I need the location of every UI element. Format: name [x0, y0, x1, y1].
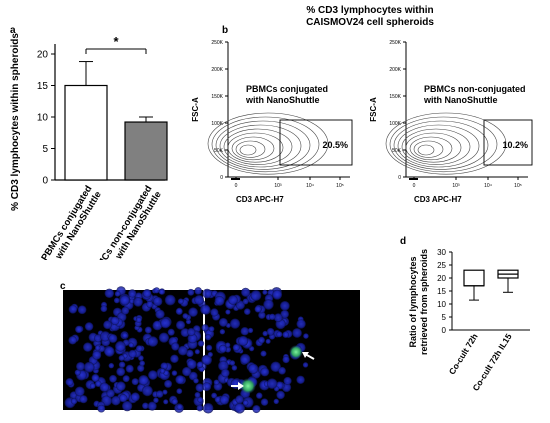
arrow-icon — [302, 352, 315, 360]
panel-d-ytick-label: 0 — [442, 326, 447, 335]
cd3-positive-cell — [240, 378, 256, 394]
flow-plot-ylabel: FSC-A — [369, 97, 378, 122]
panel-c-microscopy — [63, 286, 360, 414]
panel-a-ytick-label: 5 — [42, 144, 48, 155]
flow-plot-xtick-label: 10³ — [452, 183, 460, 189]
box-plot — [463, 269, 485, 301]
flow-plot-ytick-label: 0 — [398, 175, 401, 181]
flow-plot-ytick-label: 100K — [211, 121, 223, 127]
panel-b-flow-plots: 250K 200K 150K 100K 50K 0 0 10³ 10⁴ 10⁵ 20.5% PBMCs… — [191, 40, 533, 204]
gate-box — [483, 119, 533, 166]
panel-d-ylabel-line1: Ratio of lymphocytes — [408, 256, 418, 347]
panel-c-letter: c — [60, 281, 66, 292]
flow-plot-xtick-label: 10⁴ — [484, 183, 492, 189]
flow-plot-xlabel: CD3 APC-H7 — [236, 195, 284, 204]
panel-d-ytick-label: 25 — [437, 261, 446, 270]
gate-percentage: 10.2% — [502, 140, 528, 150]
panel-d-ytick-label: 15 — [437, 287, 446, 296]
flow-plot-xtick-label: 10⁴ — [306, 183, 314, 189]
panel-b-title: % CD3 lymphocytes within CAISMOV24 cell … — [265, 5, 475, 29]
panel-a-bar — [64, 84, 108, 181]
flow-plot-xtick-label: 0 — [413, 183, 416, 189]
flow-plot-xtick-label: 0 — [235, 183, 238, 189]
flow-plot-ytick-label: 50K — [392, 148, 402, 154]
flow-plot-sample-label-line1: PBMCs non-conjugated — [424, 84, 526, 94]
panel-d-xtick-label: Co-cult 72h — [447, 332, 480, 377]
panel-d-ytick-label: 5 — [442, 313, 447, 322]
flow-plot-ylabel: FSC-A — [191, 97, 200, 122]
box-plot — [497, 269, 519, 293]
panel-b-letter: b — [222, 25, 229, 36]
flow-plot-ytick-label: 200K — [211, 67, 223, 73]
flow-plot-ytick-label: 250K — [211, 40, 223, 46]
flow-plot: 250K 200K 150K 100K 50K 0 0 10³ 10⁴ 10⁵ 10.2% PBMCs… — [369, 40, 533, 204]
panel-d-ylabel-line2: retrieved from spheroids — [419, 249, 429, 355]
panel-b-title-line2: CAISMOV24 cell spheroids — [306, 17, 434, 28]
panel-a-bar — [124, 121, 168, 181]
panel-a-ytick-label: 0 — [42, 176, 48, 187]
panel-d-ytick-label: 30 — [437, 248, 446, 257]
panel-a-ylabel: % CD3 lymphocytes within spheroids — [10, 33, 21, 211]
flow-plot-xtick-label: 10³ — [274, 183, 282, 189]
panel-d-ytick-label: 20 — [437, 274, 446, 283]
flow-contour — [207, 112, 329, 175]
flow-plot-sample-label-line2: with NanoShuttle — [245, 95, 320, 105]
flow-plot-ytick-label: 50K — [214, 148, 224, 154]
cd3-positive-cell — [289, 345, 303, 359]
cell-cluster-right — [200, 287, 309, 414]
panel-d-chart: Ratio of lymphocytes retrieved from sphe… — [408, 248, 530, 393]
flow-plot-ytick-label: 100K — [389, 121, 401, 127]
flow-plot-sample-label-line2: with NanoShuttle — [423, 95, 498, 105]
flow-plot-xtick-label: 10⁵ — [336, 183, 344, 189]
flow-plot-sample-label-line1: PBMCs conjugated — [246, 84, 328, 94]
svg-text:Co-cult 72h: Co-cult 72h — [447, 332, 480, 377]
flow-plot-ytick-label: 150K — [389, 94, 401, 100]
panel-d-ytick-label: 10 — [437, 300, 446, 309]
panel-b-title-line1: % CD3 lymphocytes within — [306, 5, 434, 16]
flow-plot-xtick-label: 10⁵ — [514, 183, 522, 189]
flow-plot-ytick-label: 0 — [220, 175, 223, 181]
panel-a-ytick-label: 20 — [37, 50, 49, 61]
panel-a-ytick-label: 10 — [37, 113, 49, 124]
cell-cluster-left — [64, 286, 207, 413]
panel-a-significance-star: * — [113, 34, 119, 49]
panel-d-letter: d — [400, 236, 407, 247]
panel-a-ytick-label: 15 — [37, 81, 49, 92]
panel-a-letter: a — [10, 25, 16, 36]
flow-plot-ytick-label: 200K — [389, 67, 401, 73]
flow-plot-ytick-label: 150K — [211, 94, 223, 100]
gate-box — [279, 119, 353, 166]
panel-a-chart: % CD3 lymphocytes within spheroids 0 5 10 1… — [10, 33, 168, 260]
flow-plot-ytick-label: 250K — [389, 40, 401, 46]
arrow-icon — [231, 382, 244, 390]
flow-contour — [385, 112, 507, 175]
gate-percentage: 20.5% — [322, 140, 348, 150]
flow-plot: 250K 200K 150K 100K 50K 0 0 10³ 10⁴ 10⁵ 20.5% PBMCs… — [191, 40, 353, 204]
flow-plot-xlabel: CD3 APC-H7 — [414, 195, 462, 204]
